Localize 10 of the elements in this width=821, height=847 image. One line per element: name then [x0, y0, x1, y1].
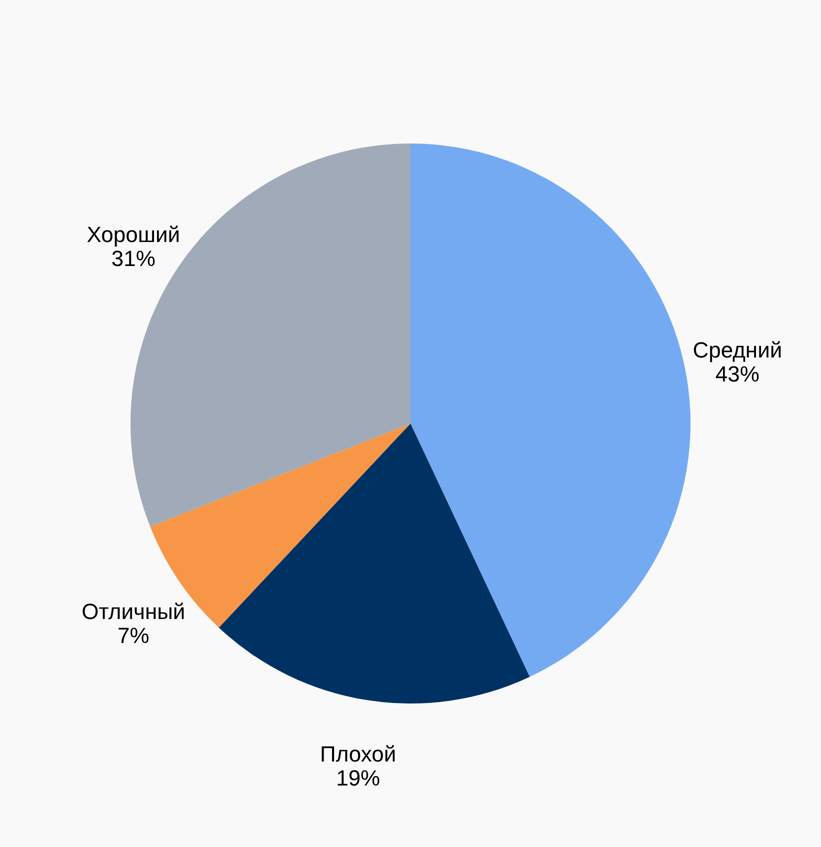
- data-label: 43%: [715, 361, 760, 386]
- pie-slice: [218, 424, 530, 704]
- slice-label: Отличный: [82, 598, 186, 624]
- data-label: 31%: [111, 246, 156, 272]
- pie-slice: [410, 144, 690, 677]
- slice-label: Хороший: [86, 222, 180, 248]
- slice-label: Плохой: [320, 741, 396, 766]
- slice-label: Средний: [692, 337, 782, 362]
- data-label: 19%: [336, 765, 380, 790]
- data-label: 7%: [118, 622, 150, 648]
